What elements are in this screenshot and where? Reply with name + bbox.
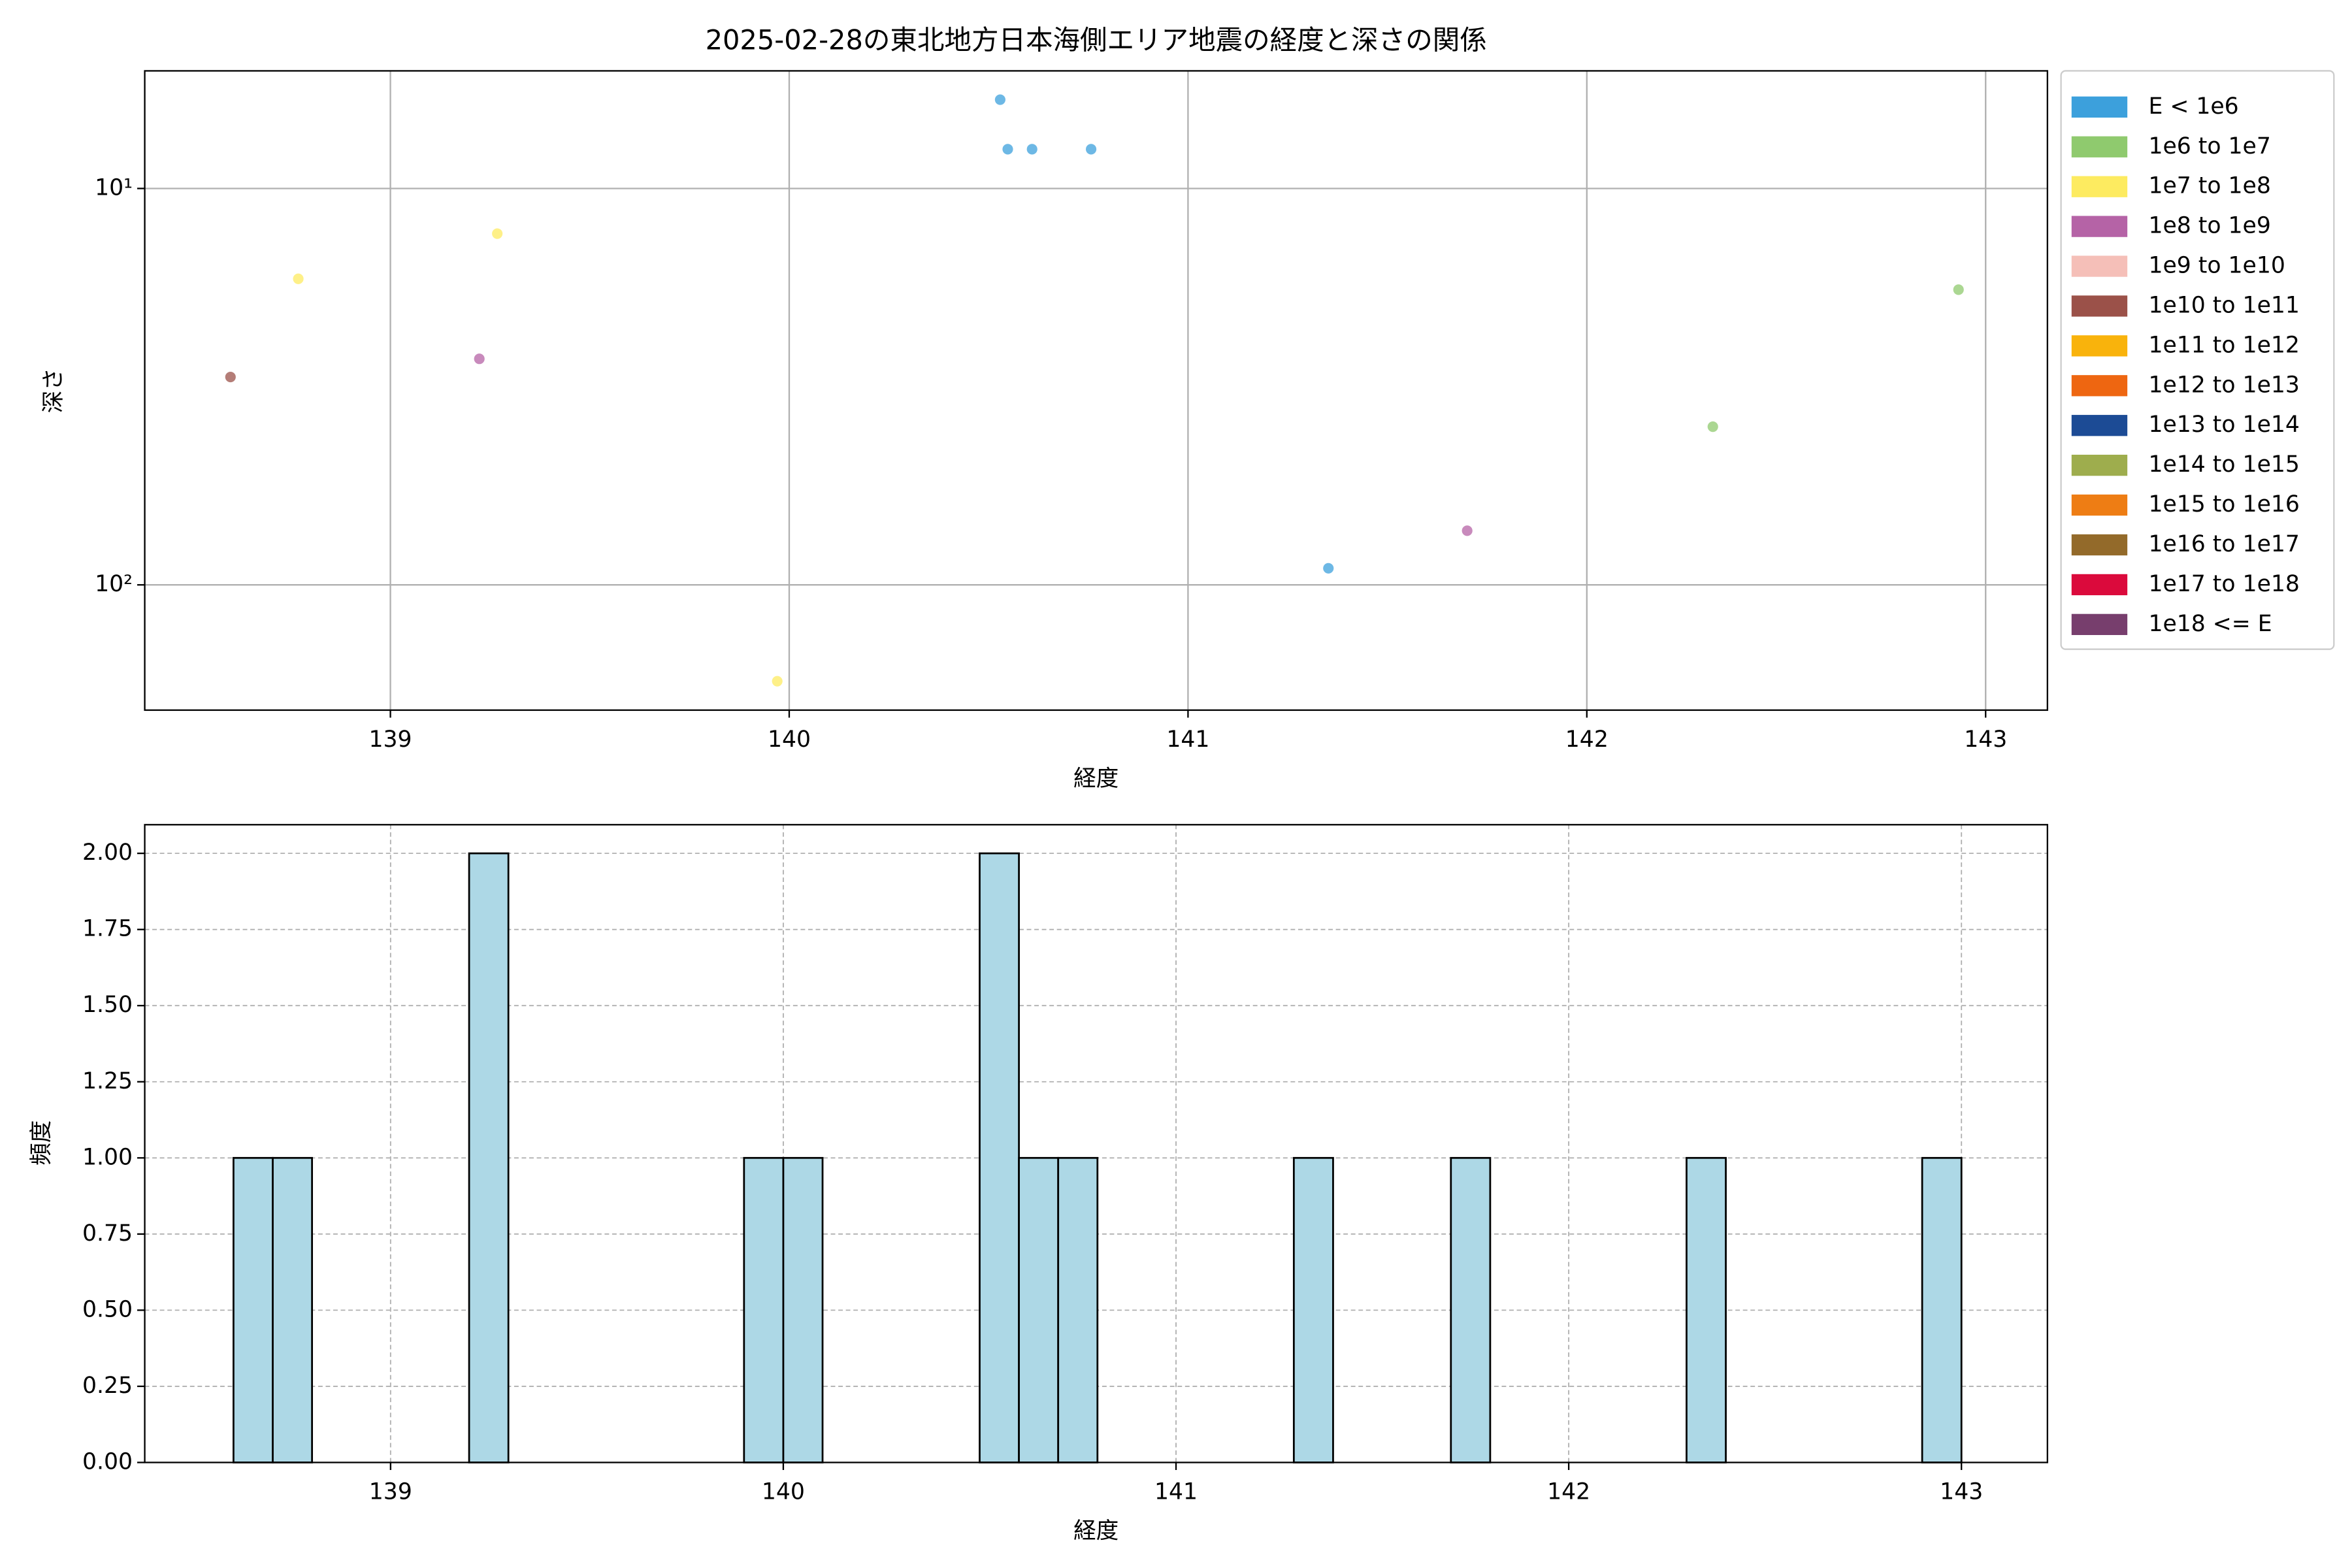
x-axis-label: 経度	[1073, 766, 1119, 792]
x-tick-label: 142	[1565, 727, 1609, 753]
y-axis-label: 深さ	[41, 368, 67, 413]
legend-label: 1e18 <= E	[2148, 611, 2272, 637]
bar	[782, 1156, 824, 1463]
axes-frame	[144, 824, 2048, 1463]
legend-label: 1e8 to 1e9	[2148, 213, 2270, 239]
bar	[743, 1156, 785, 1463]
legend-swatch	[2071, 613, 2128, 635]
legend-label: 1e12 to 1e13	[2148, 372, 2299, 398]
legend-label: 1e11 to 1e12	[2148, 332, 2299, 358]
point	[293, 273, 304, 284]
x-tick-label: 139	[369, 1479, 412, 1505]
legend-swatch	[2071, 136, 2128, 157]
legend-label: 1e17 to 1e18	[2148, 571, 2299, 597]
legend-swatch	[2071, 176, 2128, 197]
legend-label: 1e9 to 1e10	[2148, 253, 2285, 279]
legend-box	[2060, 70, 2335, 650]
legend-label: 1e15 to 1e16	[2148, 491, 2299, 517]
x-tick-label: 140	[768, 727, 811, 753]
x-tick-label: 142	[1547, 1479, 1590, 1505]
bar	[272, 1156, 313, 1463]
legend-swatch	[2071, 494, 2128, 516]
legend-swatch	[2071, 255, 2128, 277]
legend-swatch	[2071, 216, 2128, 237]
legend-swatch	[2071, 574, 2128, 596]
x-tick-label: 143	[1964, 727, 2007, 753]
y-tick-label: 0.50	[82, 1296, 133, 1322]
legend-label: 1e10 to 1e11	[2148, 292, 2299, 318]
point	[492, 228, 503, 239]
legend-swatch	[2071, 415, 2128, 436]
bar	[1921, 1156, 1963, 1463]
y-tick-label: 10²	[95, 571, 133, 597]
legend-label: 1e14 to 1e15	[2148, 451, 2299, 478]
x-axis-label: 経度	[1073, 1518, 1119, 1544]
legend-swatch	[2071, 96, 2128, 118]
bar	[979, 852, 1020, 1463]
chart-title: 2025-02-28の東北地方日本海側エリア地震の経度と深さの関係	[706, 24, 1487, 56]
y-tick-label: 1.25	[82, 1068, 133, 1094]
x-tick-label: 139	[369, 727, 412, 753]
legend-label: 1e16 to 1e17	[2148, 531, 2299, 557]
legend-label: 1e6 to 1e7	[2148, 133, 2270, 159]
legend-swatch	[2071, 375, 2128, 397]
y-tick-label: 2.00	[82, 840, 133, 866]
point	[1085, 144, 1097, 155]
point	[1323, 563, 1334, 574]
point	[994, 94, 1005, 105]
legend-label: 1e7 to 1e8	[2148, 173, 2270, 199]
y-tick-label: 0.25	[82, 1373, 133, 1399]
legend-swatch	[2071, 455, 2128, 476]
y-axis-label: 頻度	[29, 1120, 55, 1166]
point	[1026, 144, 1037, 155]
y-tick-label: 0.00	[82, 1448, 133, 1475]
y-tick-label: 10¹	[95, 174, 133, 201]
point	[225, 372, 236, 383]
point	[772, 676, 783, 687]
bar	[233, 1156, 274, 1463]
y-tick-label: 1.50	[82, 992, 133, 1018]
x-tick-label: 143	[1940, 1479, 1983, 1505]
bar	[1292, 1156, 1334, 1463]
bar	[468, 852, 510, 1463]
point	[1462, 525, 1473, 536]
legend-swatch	[2071, 335, 2128, 357]
legend-swatch	[2071, 534, 2128, 556]
y-tick-label: 1.00	[82, 1144, 133, 1170]
legend-label: E < 1e6	[2148, 93, 2238, 120]
bar	[1057, 1156, 1099, 1463]
bar	[1686, 1156, 1727, 1463]
bar	[1450, 1156, 1492, 1463]
bar	[1018, 1156, 1060, 1463]
x-tick-label: 140	[762, 1479, 805, 1505]
axes-frame	[144, 70, 2048, 711]
legend-swatch	[2071, 295, 2128, 317]
y-tick-label: 0.75	[82, 1220, 133, 1247]
point	[1002, 144, 1013, 155]
point	[474, 353, 485, 365]
legend-label: 1e13 to 1e14	[2148, 412, 2299, 438]
point	[1953, 284, 1964, 295]
y-tick-label: 1.75	[82, 916, 133, 942]
x-tick-label: 141	[1166, 727, 1209, 753]
point	[1707, 421, 1718, 433]
x-tick-label: 141	[1154, 1479, 1198, 1505]
